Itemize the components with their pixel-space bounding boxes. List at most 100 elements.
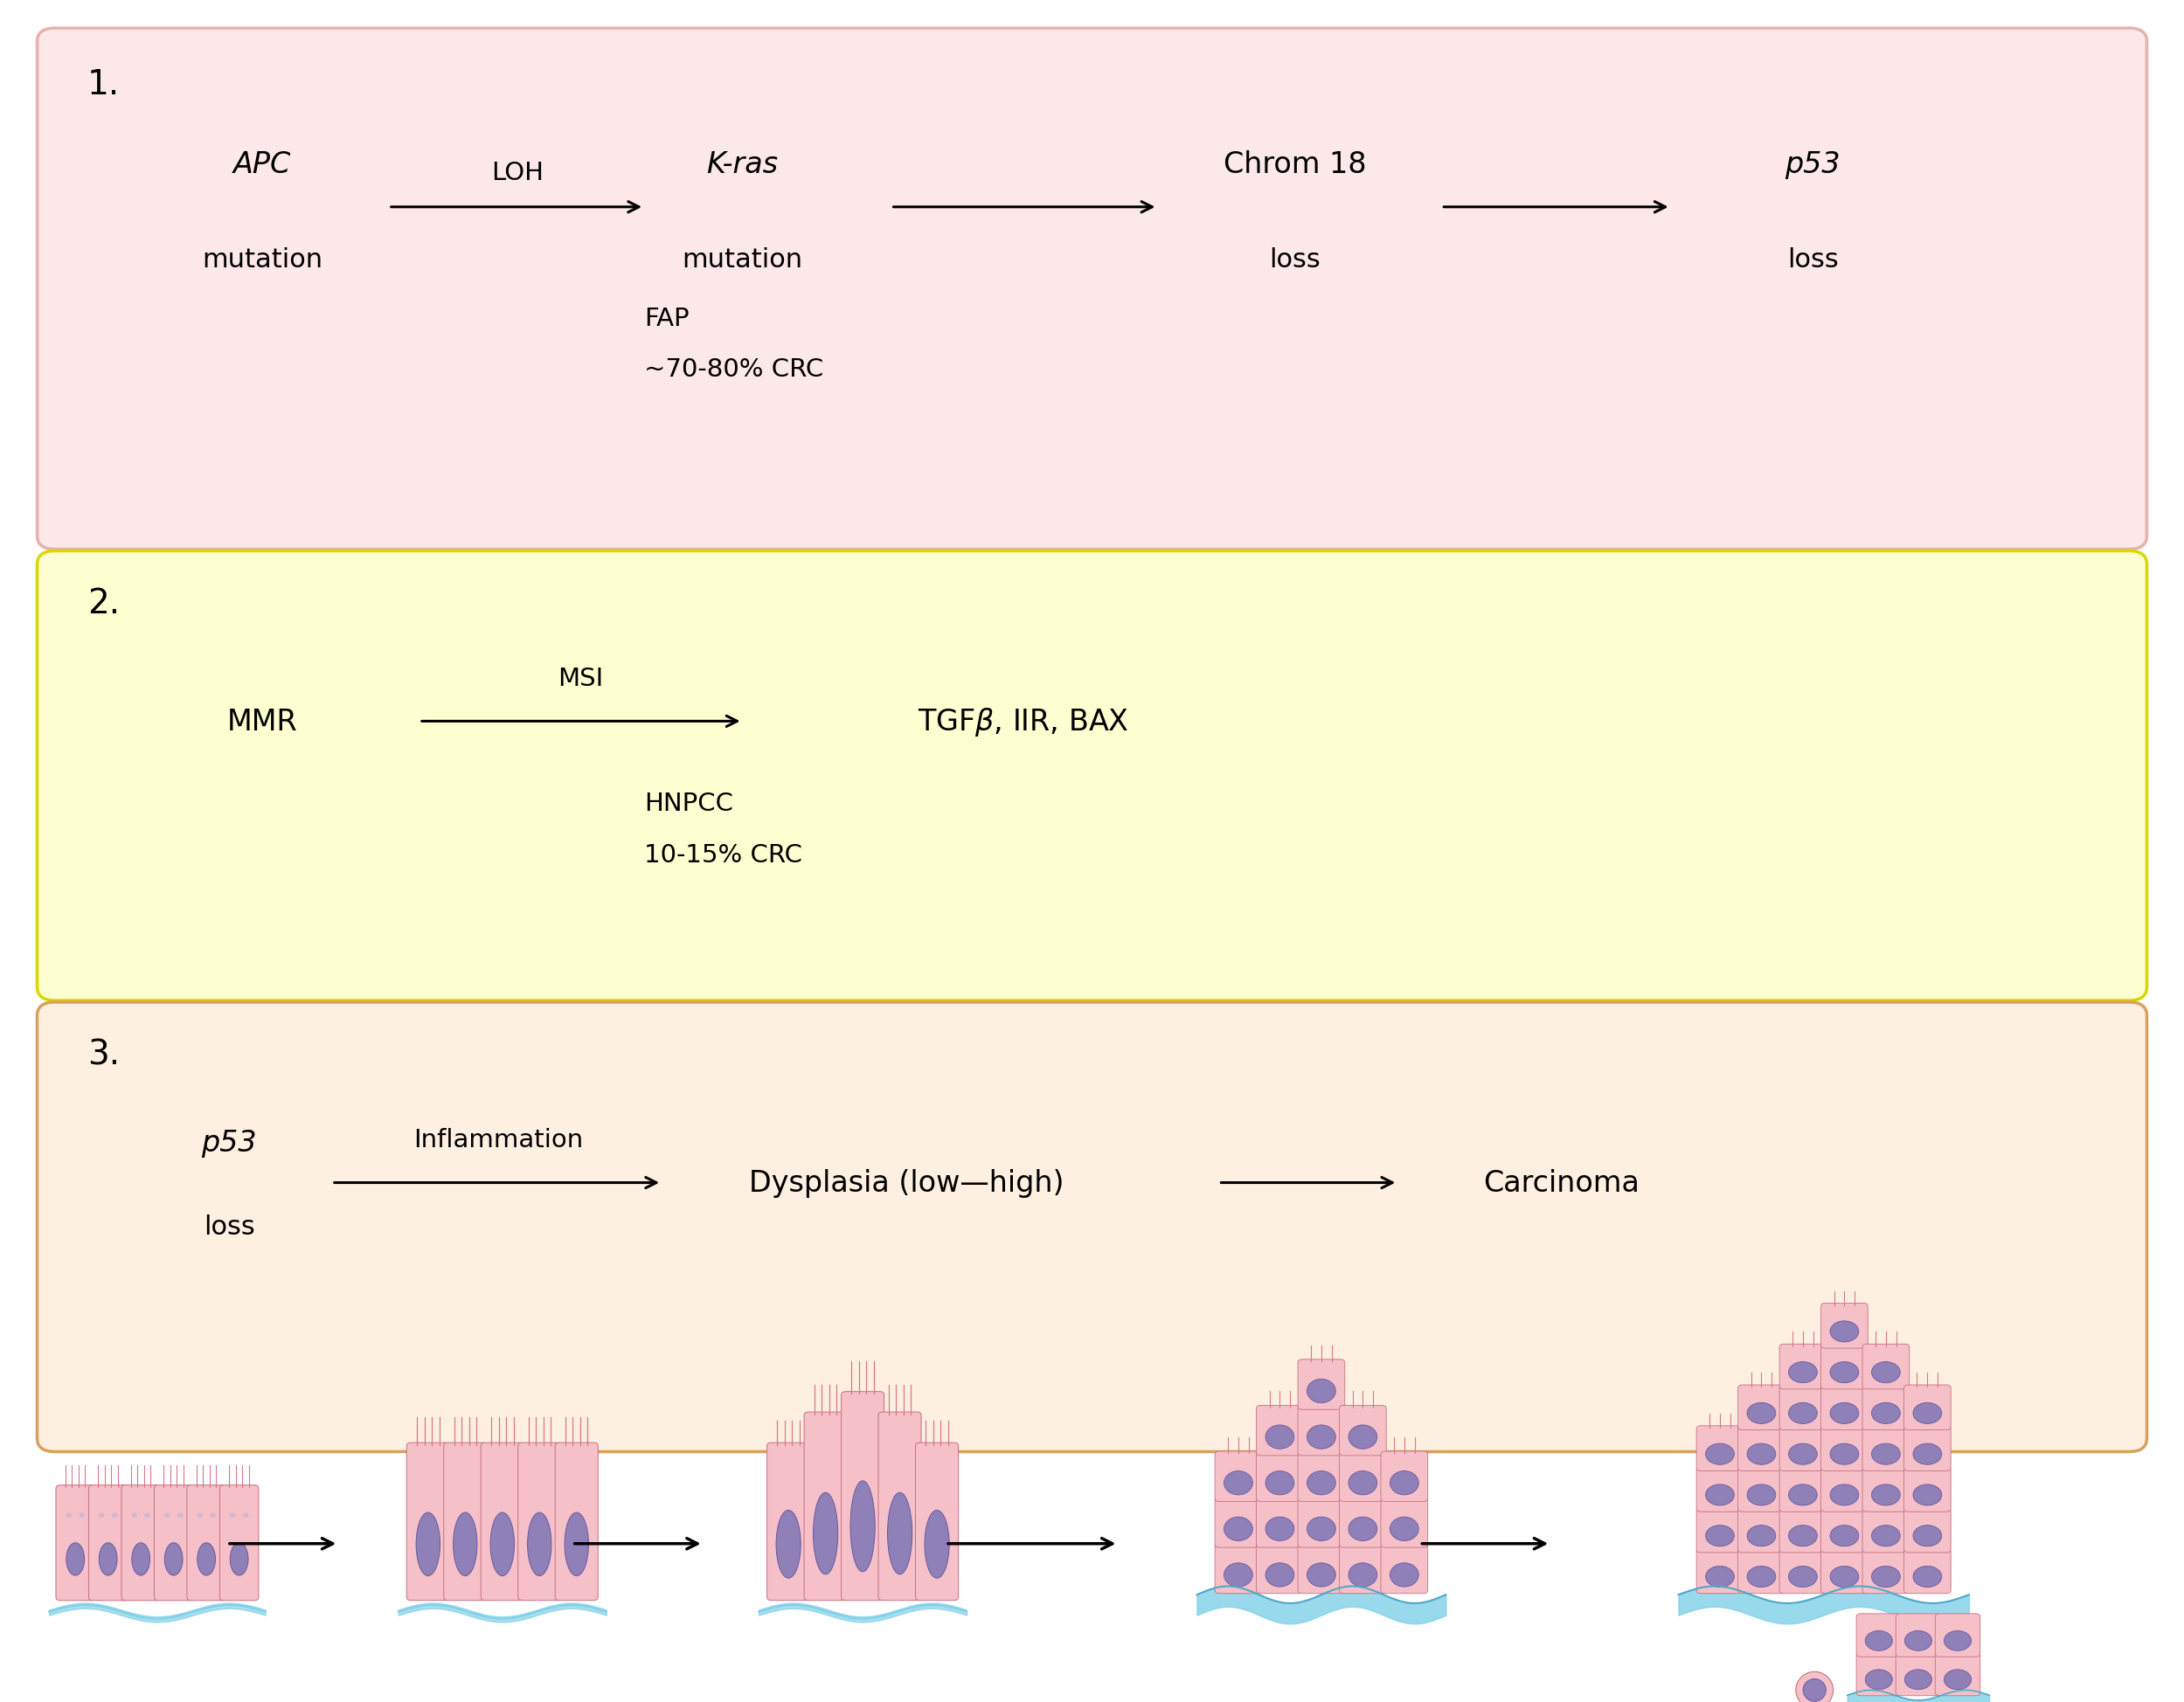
Ellipse shape [177,1513,183,1518]
Ellipse shape [1306,1516,1337,1540]
FancyBboxPatch shape [1904,1426,1950,1471]
FancyBboxPatch shape [841,1392,885,1600]
Ellipse shape [1706,1443,1734,1465]
Ellipse shape [1789,1566,1817,1588]
FancyBboxPatch shape [1256,1544,1304,1593]
Text: loss: loss [1787,247,1839,272]
Ellipse shape [417,1513,439,1576]
Ellipse shape [1306,1379,1337,1402]
Text: loss: loss [203,1214,256,1239]
FancyBboxPatch shape [1380,1544,1428,1593]
Text: ~70-80% CRC: ~70-80% CRC [644,357,823,381]
FancyBboxPatch shape [1904,1508,1950,1552]
FancyBboxPatch shape [1738,1508,1784,1552]
FancyBboxPatch shape [1780,1345,1826,1389]
Ellipse shape [1265,1516,1295,1540]
Ellipse shape [529,1513,550,1576]
Text: LOH: LOH [491,162,544,186]
FancyBboxPatch shape [1821,1385,1867,1430]
Ellipse shape [131,1542,151,1576]
Ellipse shape [1872,1362,1900,1384]
Ellipse shape [197,1542,216,1576]
FancyBboxPatch shape [1380,1498,1428,1547]
FancyBboxPatch shape [1780,1385,1826,1430]
Ellipse shape [1830,1362,1859,1384]
Ellipse shape [1706,1484,1734,1506]
Ellipse shape [1306,1425,1337,1448]
Ellipse shape [1804,1678,1826,1702]
Ellipse shape [1706,1566,1734,1588]
FancyBboxPatch shape [1738,1426,1784,1471]
Ellipse shape [144,1513,151,1518]
FancyBboxPatch shape [1896,1653,1942,1695]
FancyBboxPatch shape [1780,1467,1826,1511]
Ellipse shape [1348,1425,1378,1448]
Ellipse shape [1389,1471,1420,1494]
FancyBboxPatch shape [555,1443,598,1600]
Ellipse shape [1747,1484,1776,1506]
Text: MMR: MMR [227,708,297,735]
FancyBboxPatch shape [1697,1508,1743,1552]
Ellipse shape [1789,1443,1817,1465]
Ellipse shape [1789,1402,1817,1425]
FancyBboxPatch shape [1339,1452,1387,1501]
Ellipse shape [242,1513,249,1518]
Ellipse shape [1706,1525,1734,1547]
Ellipse shape [1830,1321,1859,1343]
FancyBboxPatch shape [1256,1498,1304,1547]
Ellipse shape [1389,1562,1420,1586]
Ellipse shape [1830,1443,1859,1465]
Ellipse shape [1747,1443,1776,1465]
Ellipse shape [1306,1562,1337,1586]
FancyBboxPatch shape [1821,1345,1867,1389]
Ellipse shape [1265,1471,1295,1494]
Text: Carcinoma: Carcinoma [1483,1169,1640,1197]
Ellipse shape [1872,1566,1900,1588]
FancyBboxPatch shape [221,1486,258,1600]
Ellipse shape [775,1510,802,1578]
Ellipse shape [1872,1443,1900,1465]
FancyBboxPatch shape [1297,1544,1345,1593]
Text: Chrom 18: Chrom 18 [1223,150,1367,179]
Text: APC: APC [234,150,290,179]
FancyBboxPatch shape [1339,1498,1387,1547]
Ellipse shape [1389,1516,1420,1540]
FancyBboxPatch shape [1821,1304,1867,1348]
FancyBboxPatch shape [1863,1345,1909,1389]
FancyBboxPatch shape [1297,1360,1345,1409]
FancyBboxPatch shape [57,1486,94,1600]
FancyBboxPatch shape [1780,1426,1826,1471]
FancyBboxPatch shape [1738,1467,1784,1511]
Ellipse shape [164,1513,170,1518]
Ellipse shape [1865,1670,1891,1690]
FancyBboxPatch shape [1935,1613,1981,1656]
Ellipse shape [566,1513,587,1576]
Text: FAP: FAP [644,306,690,330]
Ellipse shape [1944,1670,1972,1690]
FancyBboxPatch shape [1697,1426,1743,1471]
FancyBboxPatch shape [1904,1549,1950,1593]
FancyBboxPatch shape [37,1002,2147,1452]
Ellipse shape [1795,1671,1832,1702]
FancyBboxPatch shape [37,29,2147,550]
Ellipse shape [1830,1402,1859,1425]
Text: 1.: 1. [87,68,120,100]
Ellipse shape [1904,1631,1933,1651]
Ellipse shape [66,1542,85,1576]
FancyBboxPatch shape [767,1443,810,1600]
FancyBboxPatch shape [1738,1549,1784,1593]
Text: HNPCC: HNPCC [644,791,734,815]
FancyBboxPatch shape [915,1443,959,1600]
Ellipse shape [491,1513,513,1576]
Ellipse shape [1913,1566,1942,1588]
Ellipse shape [1348,1471,1378,1494]
Text: mutation: mutation [681,247,804,272]
Ellipse shape [111,1513,118,1518]
FancyBboxPatch shape [1256,1452,1304,1501]
FancyBboxPatch shape [1904,1385,1950,1430]
Ellipse shape [1872,1484,1900,1506]
FancyBboxPatch shape [1339,1406,1387,1455]
Ellipse shape [1830,1525,1859,1547]
FancyBboxPatch shape [1863,1385,1909,1430]
FancyBboxPatch shape [1821,1426,1867,1471]
